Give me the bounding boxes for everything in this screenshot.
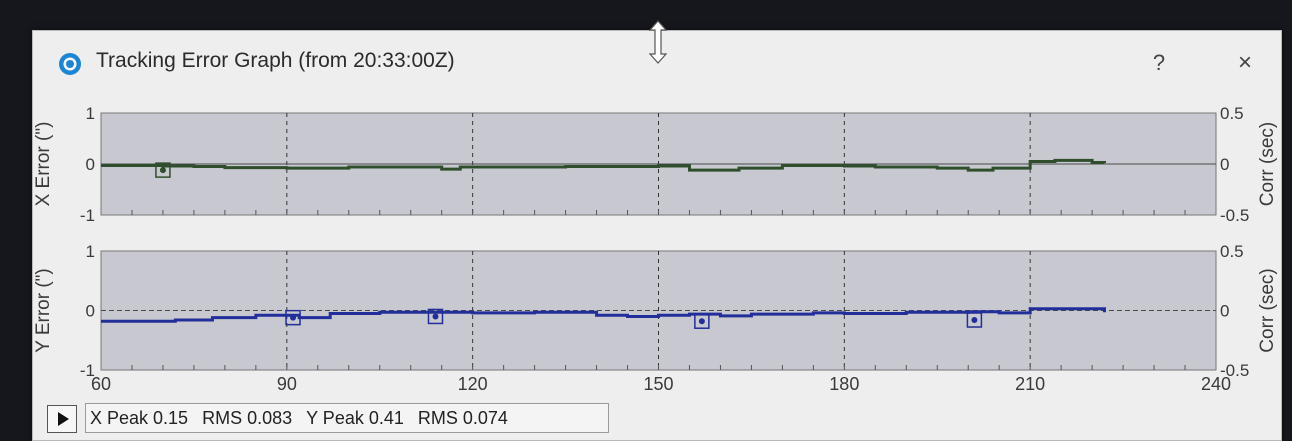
- help-button[interactable]: ?: [1152, 50, 1166, 75]
- status-bar: X Peak 0.15 RMS 0.083 Y Peak 0.41 RMS 0.074: [39, 401, 639, 435]
- window-title: Tracking Error Graph (from 20:33:00Z): [96, 49, 455, 72]
- y-y-tick-label: 1: [86, 242, 95, 261]
- y-correction-dot: [290, 314, 297, 321]
- x-axis-tick-label: 120: [458, 374, 488, 394]
- close-button[interactable]: ×: [1237, 49, 1252, 76]
- y-y-tick-label: 0: [86, 302, 95, 321]
- x-y-tick-label: 1: [86, 104, 95, 123]
- y-correction-dot: [698, 318, 705, 325]
- y-y2-tick-label: -0.5: [1220, 361, 1249, 380]
- y-y2-tick-label: 0.5: [1220, 242, 1244, 261]
- stats-readout: X Peak 0.15 RMS 0.083 Y Peak 0.41 RMS 0.074: [85, 403, 609, 433]
- y-correction-marker: [694, 313, 710, 329]
- y-correction-dot: [971, 317, 978, 324]
- y-y-tick-label: -1: [80, 361, 95, 380]
- x-axis-label: X Error ("): [33, 122, 54, 207]
- x-y2-tick-label: -0.5: [1220, 206, 1249, 225]
- play-button[interactable]: [47, 405, 77, 433]
- x-rms: RMS 0.083: [202, 408, 293, 428]
- x-axis-tick-label: 210: [1015, 374, 1045, 394]
- phd2-target-icon: [59, 53, 81, 75]
- tracking-graphs: 1 0 -1 0.5 0 -0.5 X Error (") Corr (sec) 1 0 -1 0.5…: [33, 104, 1278, 394]
- x-y-tick-label: -1: [80, 206, 95, 225]
- y-error-series-line: [101, 307, 1106, 323]
- title-bar[interactable]: Tracking Error Graph (from 20:33:00Z) ? …: [33, 31, 1281, 95]
- x-correction-marker: [155, 162, 171, 178]
- x-y2-tick-label: 0.5: [1220, 104, 1244, 123]
- y-axis-label: Y Error ("): [33, 268, 54, 353]
- y-corr-axis-label: Corr (sec): [1257, 268, 1278, 352]
- x-y2-tick-label: 0: [1220, 155, 1229, 174]
- resize-cursor-icon: [648, 20, 668, 64]
- y-rms: RMS 0.074: [417, 408, 508, 428]
- y-correction-marker: [427, 308, 444, 325]
- y-peak: Y Peak 0.41: [306, 408, 404, 428]
- y-correction-marker: [966, 312, 983, 328]
- x-axis-tick-label: 240: [1201, 374, 1231, 394]
- x-axis-tick-label: 150: [643, 374, 673, 394]
- y-y2-tick-label: 0: [1220, 302, 1229, 321]
- x-axis-tick-label: 60: [91, 374, 111, 394]
- x-y-tick-label: 0: [86, 155, 95, 174]
- x-axis-tick-label: 90: [277, 374, 297, 394]
- x-peak: X Peak 0.15: [90, 408, 189, 428]
- x-correction-dot: [159, 167, 166, 174]
- x-error-series-line: [101, 158, 1106, 172]
- x-corr-axis-label: Corr (sec): [1257, 122, 1278, 206]
- y-correction-dot: [432, 313, 439, 320]
- x-axis-tick-label: 180: [829, 374, 859, 394]
- tracking-error-graph-window: Tracking Error Graph (from 20:33:00Z) ? …: [32, 20, 1282, 441]
- y-correction-marker: [285, 309, 301, 326]
